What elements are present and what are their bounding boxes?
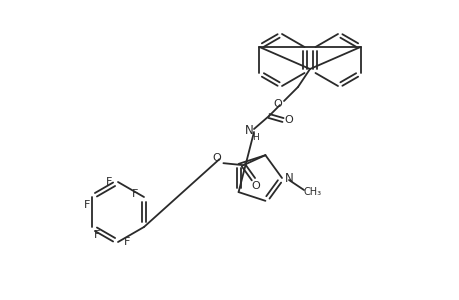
Text: F: F — [123, 237, 130, 247]
Text: F: F — [94, 230, 100, 240]
Text: F: F — [84, 200, 90, 210]
Text: H: H — [252, 134, 259, 142]
Text: O: O — [212, 153, 220, 163]
Text: N: N — [244, 124, 253, 136]
Text: F: F — [106, 177, 112, 187]
Text: CH₃: CH₃ — [303, 187, 321, 197]
Text: N: N — [284, 172, 293, 184]
Text: O: O — [284, 115, 293, 125]
Text: O: O — [273, 99, 282, 109]
Text: O: O — [251, 181, 259, 191]
Text: F: F — [132, 189, 138, 199]
